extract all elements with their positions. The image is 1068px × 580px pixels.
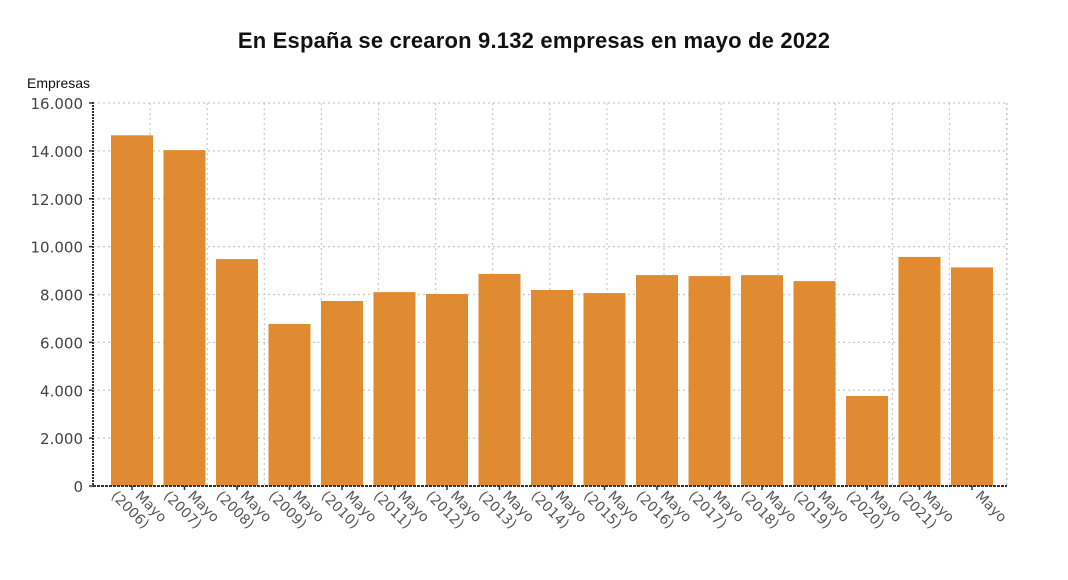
bar <box>636 275 678 486</box>
y-tick-label: 14.000 <box>31 143 84 161</box>
bar <box>741 275 783 486</box>
y-tick-label: 0 <box>73 478 83 496</box>
y-tick-label: 16.000 <box>31 95 84 113</box>
chart-title: En España se crearon 9.132 empresas en m… <box>237 28 831 53</box>
y-tick-label: 10.000 <box>31 239 84 257</box>
y-tick-label: 12.000 <box>31 191 84 209</box>
bar <box>426 294 468 486</box>
x-tick-label: Mayo <box>972 488 1010 526</box>
bar <box>898 256 941 486</box>
bar <box>216 259 258 486</box>
bar <box>373 292 416 486</box>
bar <box>531 289 573 486</box>
bar <box>846 395 888 486</box>
bar <box>268 323 311 486</box>
y-tick-label: 4.000 <box>40 382 83 400</box>
bar <box>163 150 206 487</box>
bar <box>583 293 626 486</box>
bar <box>478 273 521 486</box>
y-tick-label: 6.000 <box>40 334 83 352</box>
y-tick-label: 2.000 <box>40 430 83 448</box>
x-tick-label-line: Mayo <box>972 488 1010 526</box>
bars <box>111 135 993 487</box>
bar <box>321 300 363 486</box>
y-tick-label: 8.000 <box>40 287 83 305</box>
bar <box>688 276 731 486</box>
y-axis-label: Empresas <box>27 75 91 91</box>
bar <box>951 267 993 486</box>
y-ticks: 0 2.000 4.000 6.000 8.000 10.000 12.000 14.000 1… <box>31 95 93 496</box>
bar <box>793 281 836 486</box>
bar <box>111 135 153 487</box>
